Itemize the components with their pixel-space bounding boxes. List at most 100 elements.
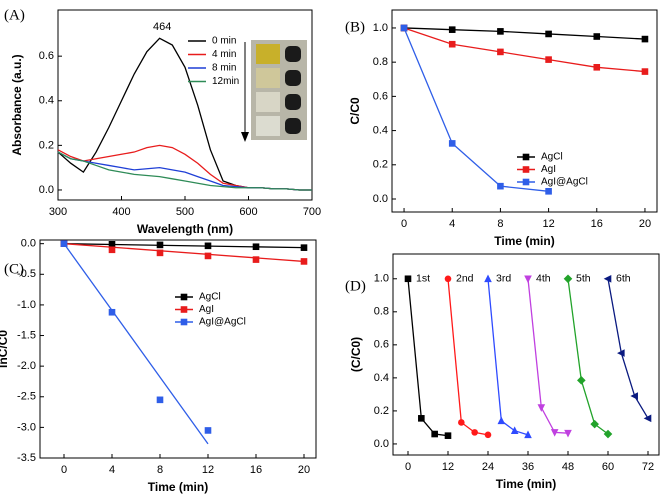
marker bbox=[593, 63, 601, 71]
fit-line bbox=[63, 243, 305, 249]
marker bbox=[590, 419, 599, 429]
x-axis-label: Wavelength (nm) bbox=[137, 222, 233, 236]
marker bbox=[180, 293, 188, 301]
x-tick-label: 8 bbox=[157, 464, 163, 476]
marker bbox=[156, 241, 164, 249]
y-tick-label: 0.2 bbox=[374, 405, 389, 417]
x-tick-label: 0 bbox=[405, 461, 411, 473]
series-line bbox=[567, 278, 609, 435]
legend-label: AgI bbox=[199, 304, 214, 315]
y-tick-label: -2.5 bbox=[17, 391, 36, 403]
marker bbox=[497, 416, 506, 425]
x-tick-label: 16 bbox=[250, 464, 262, 476]
series-line bbox=[607, 278, 649, 419]
series-label: 6th bbox=[616, 273, 631, 285]
x-tick-label: 24 bbox=[482, 461, 494, 473]
series-line bbox=[527, 278, 569, 434]
y-tick-label: 0.8 bbox=[374, 306, 389, 318]
marker bbox=[204, 252, 212, 260]
marker bbox=[564, 429, 572, 438]
series-label: 4th bbox=[536, 273, 551, 285]
legend-label: 0 min bbox=[212, 36, 236, 47]
marker bbox=[537, 404, 546, 412]
series-line bbox=[57, 151, 312, 191]
annotation: 464 bbox=[153, 21, 171, 33]
marker bbox=[204, 242, 212, 250]
marker bbox=[204, 427, 212, 434]
fit-line bbox=[63, 243, 209, 445]
y-tick-label: -3.0 bbox=[17, 421, 36, 433]
x-axis-label: Time (min) bbox=[148, 480, 208, 494]
x-axis-label: Time (min) bbox=[496, 477, 556, 491]
marker bbox=[484, 274, 492, 283]
panel-label: (A) bbox=[4, 7, 25, 23]
y-tick-label: 0.4 bbox=[373, 124, 388, 136]
series-line bbox=[487, 278, 529, 436]
series-label: 1st bbox=[416, 273, 430, 285]
y-tick-label: 0.6 bbox=[39, 50, 54, 62]
legend-label: AgCl bbox=[199, 292, 221, 303]
marker bbox=[522, 153, 530, 161]
y-axis-label: C/C0 bbox=[348, 97, 362, 125]
y-tick-label: 0.6 bbox=[373, 90, 388, 102]
x-tick-label: 8 bbox=[497, 218, 503, 230]
y-axis-label: Absorbance (a.u.) bbox=[10, 54, 24, 155]
marker bbox=[545, 188, 552, 195]
x-tick-label: 0 bbox=[61, 464, 67, 476]
marker bbox=[448, 26, 456, 33]
series-line bbox=[404, 27, 645, 40]
y-tick-label: 0.2 bbox=[373, 159, 388, 171]
marker bbox=[522, 178, 530, 186]
marker bbox=[497, 28, 504, 35]
marker bbox=[550, 429, 559, 437]
legend-label: AgI@AgCl bbox=[199, 317, 246, 328]
fit-line bbox=[63, 243, 305, 263]
x-tick-label: 600 bbox=[239, 206, 257, 218]
y-tick-label: 0.2 bbox=[39, 139, 54, 151]
legend-label: AgCl bbox=[541, 152, 563, 163]
y-tick-label: 0.6 bbox=[374, 339, 389, 351]
series-line bbox=[447, 278, 489, 436]
x-tick-label: 48 bbox=[562, 461, 574, 473]
y-tick-label: -3.5 bbox=[17, 452, 36, 464]
y-tick-label: -0.5 bbox=[17, 268, 36, 280]
marker bbox=[522, 166, 530, 173]
marker bbox=[641, 35, 649, 43]
marker bbox=[404, 275, 412, 283]
x-tick-label: 20 bbox=[298, 464, 310, 476]
marker bbox=[603, 274, 612, 283]
y-tick-label: 0.4 bbox=[39, 95, 54, 107]
series-label: 3rd bbox=[496, 273, 511, 285]
marker bbox=[108, 240, 116, 248]
series-line bbox=[403, 27, 549, 192]
marker bbox=[180, 306, 188, 313]
marker bbox=[108, 246, 116, 254]
legend-label: 12min bbox=[212, 76, 239, 87]
marker bbox=[545, 56, 552, 63]
panel-label: (C) bbox=[4, 261, 24, 277]
series-line bbox=[57, 151, 312, 191]
y-tick-label: 0.0 bbox=[374, 438, 389, 450]
marker bbox=[60, 240, 68, 247]
x-tick-label: 4 bbox=[449, 218, 455, 230]
marker bbox=[617, 349, 625, 357]
y-tick-label: 1.0 bbox=[373, 22, 388, 34]
legend-label: 4 min bbox=[212, 49, 236, 60]
y-tick-label: -1.0 bbox=[17, 299, 36, 311]
marker bbox=[180, 318, 188, 326]
y-tick-label: 0.0 bbox=[373, 193, 388, 205]
y-tick-label: 0.4 bbox=[374, 372, 389, 384]
panel-label: (B) bbox=[345, 19, 365, 35]
x-tick-label: 0 bbox=[401, 218, 407, 230]
y-axis-label: (C/C0) bbox=[349, 337, 363, 372]
y-axis-label: lnC/C0 bbox=[0, 330, 10, 368]
y-tick-label: 0.8 bbox=[373, 56, 388, 68]
x-tick-label: 300 bbox=[49, 206, 67, 218]
x-tick-label: 60 bbox=[602, 461, 614, 473]
marker bbox=[400, 24, 408, 32]
series-line bbox=[407, 278, 449, 437]
plot-frame bbox=[391, 9, 658, 213]
marker bbox=[524, 430, 532, 439]
x-axis-label: Time (min) bbox=[494, 234, 554, 248]
